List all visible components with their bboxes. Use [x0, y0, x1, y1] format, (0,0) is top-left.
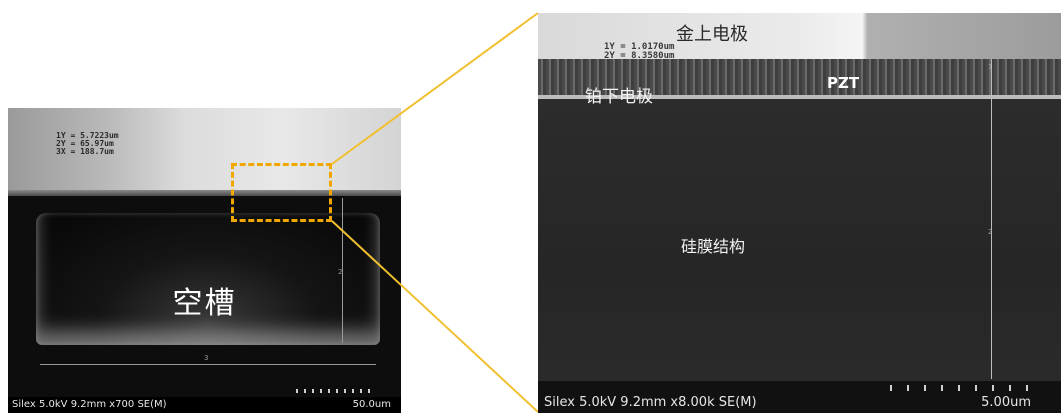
pzt-label: PZT	[827, 74, 860, 92]
silicon-membrane-label: 硅膜结构	[681, 237, 746, 256]
thickness-dimension-line	[991, 59, 992, 379]
horizontal-dimension-label: 3	[204, 354, 209, 362]
scale-ticks	[296, 389, 376, 393]
cavity-region	[36, 213, 380, 345]
gold-electrode-label: 金上电极	[676, 24, 748, 45]
measurement-1y-zoom: 1Y = 1.0170um	[604, 42, 675, 52]
sem-info-bar-zoom: Silex 5.0kV 9.2mm x8.00k SE(M) 5.00um	[538, 381, 1061, 413]
thickness-label-2: 2	[988, 228, 993, 236]
zoom-region-highlight	[231, 163, 332, 222]
measurement-3x: 3X = 188.7um	[56, 147, 114, 156]
sem-image-low-mag: 1Y = 5.7223um 2Y = 65.97um 3X = 188.7um …	[8, 108, 401, 413]
vertical-dimension-label: 2	[338, 268, 343, 276]
cavity-label: 空槽	[172, 286, 237, 321]
scale-bar-label: 50.0um	[352, 399, 391, 410]
sem-parameters-zoom: Silex 5.0kV 9.2mm x8.00k SE(M)	[544, 395, 757, 410]
horizontal-dimension-line	[40, 364, 376, 365]
scale-bar-label-zoom: 5.00um	[981, 395, 1031, 410]
film-stack-layer	[8, 108, 401, 196]
measurement-readout: 1Y = 5.7223um 2Y = 65.97um 3X = 188.7um	[56, 132, 119, 156]
sem-image-high-mag: 1Y = 1.0170um 2Y = 8.3580um 1 2 Silex 5.…	[538, 13, 1061, 413]
sem-parameters: Silex 5.0kV 9.2mm x700 SE(M)	[12, 399, 167, 410]
silicon-membrane-layer	[538, 99, 1061, 381]
connector-line-bottom	[331, 220, 539, 413]
vertical-dimension-line	[342, 198, 343, 343]
sem-info-bar: Silex 5.0kV 9.2mm x700 SE(M) 50.0um	[8, 389, 401, 413]
connector-line-top	[331, 12, 539, 165]
platinum-electrode-label: 铂下电极	[585, 87, 653, 107]
thickness-label-1: 1	[988, 63, 993, 71]
scale-ticks-zoom	[890, 385, 1040, 391]
measurement-2y-zoom: 2Y = 8.3580um	[604, 51, 675, 61]
pzt-layer	[538, 59, 1061, 95]
platinum-bottom-electrode-layer	[538, 95, 1061, 99]
measurement-readout-zoom: 1Y = 1.0170um 2Y = 8.3580um	[604, 43, 674, 61]
measurement-1y: 1Y = 5.7223um	[56, 131, 119, 140]
measurement-2y: 2Y = 65.97um	[56, 139, 114, 148]
gold-top-electrode-layer	[538, 13, 1061, 59]
